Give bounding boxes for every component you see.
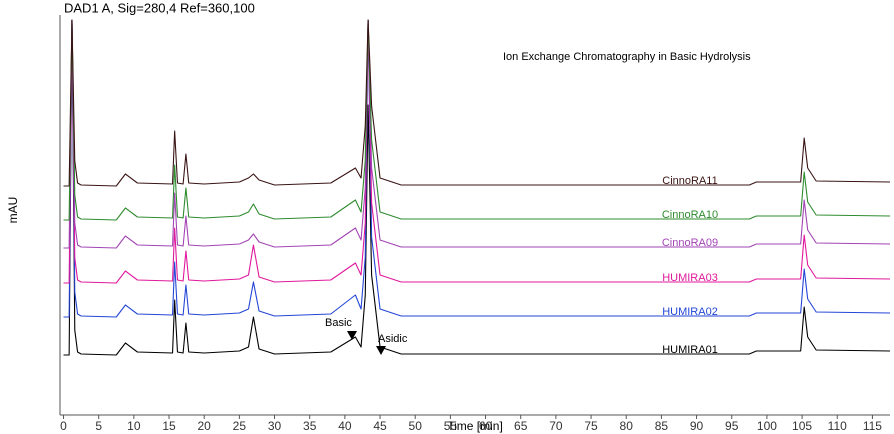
x-tick-label: 35 — [303, 419, 317, 433]
x-axis-label: Time [min] — [447, 419, 503, 433]
trace-label: CinnoRA09 — [662, 237, 718, 249]
trace — [63, 19, 891, 187]
annotation: Basic — [325, 317, 352, 329]
x-tick-label: 85 — [655, 419, 669, 433]
trace — [63, 19, 891, 356]
x-tick-label: 80 — [620, 419, 634, 433]
x-tick-label: 75 — [584, 419, 598, 433]
trace-label: HUMIRA03 — [662, 272, 718, 284]
x-tick-label: 5 — [95, 419, 102, 433]
trace-label: HUMIRA02 — [662, 306, 718, 318]
trace — [63, 19, 891, 318]
y-axis-label: mAU — [6, 197, 20, 224]
x-tick-label: 115 — [863, 419, 882, 433]
trace — [63, 19, 891, 249]
x-tick-label: 45 — [373, 419, 387, 433]
x-tick-label: 90 — [690, 419, 704, 433]
x-tick-label: 10 — [127, 419, 141, 433]
x-tick-label: 0 — [60, 419, 67, 433]
trace-label: CinnoRA10 — [662, 209, 718, 221]
x-tick-label: 15 — [162, 419, 176, 433]
chart-subtitle: Ion Exchange Chromatography in Basic Hyd… — [503, 51, 751, 63]
x-tick-label: 30 — [268, 419, 282, 433]
annotation-arrow — [347, 331, 357, 340]
trace-label: CinnoRA11 — [662, 175, 717, 187]
trace — [63, 19, 891, 284]
x-tick-label: 60 — [479, 419, 493, 433]
trace — [63, 19, 891, 221]
x-tick-label: 40 — [338, 419, 352, 433]
x-tick-label: 105 — [792, 419, 812, 433]
annotation: Asidic — [378, 333, 408, 345]
x-tick-label: 65 — [514, 419, 528, 433]
x-tick-label: 20 — [198, 419, 212, 433]
x-tick-label: 55 — [444, 419, 458, 433]
x-tick-label: 70 — [549, 419, 563, 433]
x-tick-label: 25 — [233, 419, 247, 433]
chart-title: DAD1 A, Sig=280,4 Ref=360,100 — [64, 0, 255, 15]
x-tick-label: 50 — [409, 419, 423, 433]
x-tick-label: 95 — [725, 419, 739, 433]
x-tick-label: 110 — [828, 419, 847, 433]
x-tick-label: 100 — [757, 419, 777, 433]
trace-label: HUMIRA01 — [662, 344, 718, 356]
